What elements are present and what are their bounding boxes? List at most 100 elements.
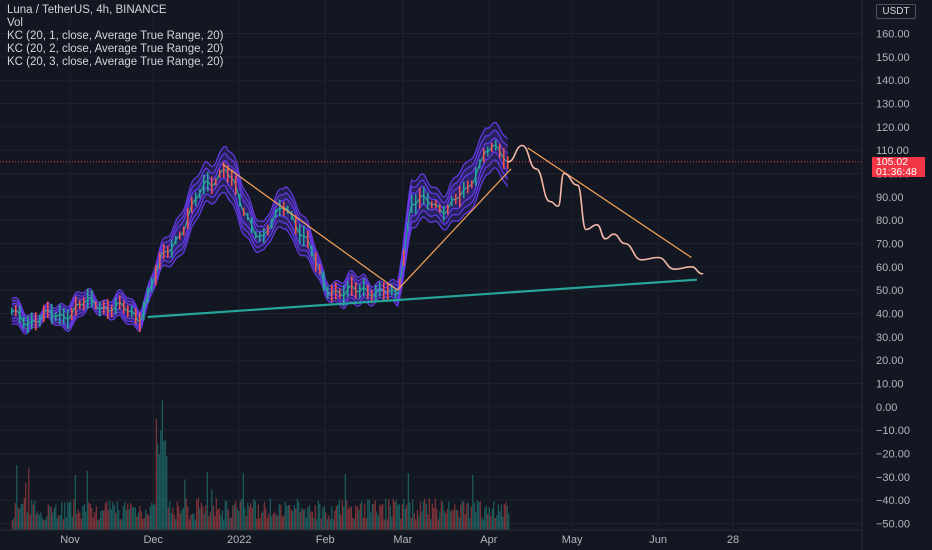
volume-bar bbox=[89, 504, 91, 530]
volume-bar bbox=[416, 509, 418, 530]
volume-bar bbox=[13, 517, 15, 530]
volume-bar bbox=[496, 515, 498, 530]
volume-bar bbox=[470, 506, 472, 530]
volume-bar bbox=[433, 507, 435, 530]
volume-bar bbox=[266, 517, 268, 530]
volume-bar bbox=[373, 504, 375, 530]
volume-bar bbox=[41, 517, 43, 530]
volume-bar bbox=[55, 504, 57, 530]
volume-bar bbox=[253, 499, 255, 530]
volume-histogram bbox=[11, 400, 510, 530]
volume-bar bbox=[379, 504, 381, 530]
volume-bar bbox=[484, 508, 486, 530]
volume-bar bbox=[362, 517, 364, 530]
volume-bar bbox=[191, 514, 193, 530]
volume-bar bbox=[293, 505, 295, 530]
x-tick-label: Apr bbox=[480, 534, 497, 546]
legend-volume[interactable]: Vol bbox=[7, 17, 23, 29]
volume-bar bbox=[229, 518, 231, 530]
volume-bar bbox=[179, 513, 181, 530]
volume-bar bbox=[236, 507, 238, 530]
volume-bar bbox=[22, 503, 24, 530]
volume-bar bbox=[323, 505, 325, 530]
volume-bar bbox=[271, 516, 273, 530]
volume-bar bbox=[263, 501, 265, 530]
volume-bar bbox=[262, 511, 264, 530]
trendline bbox=[527, 147, 692, 258]
volume-bar bbox=[37, 511, 39, 530]
volume-bar bbox=[410, 517, 412, 530]
volume-bar bbox=[349, 507, 351, 530]
legend-kc-2[interactable]: KC (20, 2, close, Average True Range, 20… bbox=[7, 43, 224, 55]
volume-bar bbox=[506, 505, 508, 530]
volume-bar bbox=[35, 514, 37, 530]
volume-bar bbox=[223, 519, 225, 530]
volume-bar bbox=[458, 517, 460, 530]
current-price: 105.02 bbox=[876, 156, 909, 168]
legend-kc-3[interactable]: KC (20, 3, close, Average True Range, 20… bbox=[7, 56, 224, 68]
volume-bar bbox=[203, 513, 205, 530]
y-tick-label: 10.00 bbox=[876, 379, 904, 391]
volume-bar bbox=[184, 479, 186, 530]
volume-bar bbox=[98, 519, 100, 530]
volume-bar bbox=[169, 501, 171, 530]
kc-band-upper bbox=[11, 121, 509, 318]
currency-selector[interactable]: USDT bbox=[876, 4, 916, 19]
volume-bar bbox=[148, 515, 150, 530]
volume-bar bbox=[14, 502, 16, 530]
legend-symbol[interactable]: Luna / TetherUS, 4h, BINANCE bbox=[7, 4, 167, 16]
volume-bar bbox=[473, 502, 475, 530]
volume-bar bbox=[457, 510, 459, 530]
volume-bar bbox=[401, 504, 403, 530]
volume-bar bbox=[368, 499, 370, 530]
volume-bar bbox=[344, 473, 346, 530]
volume-bar bbox=[173, 514, 175, 530]
volume-bar bbox=[206, 471, 208, 530]
volume-bar bbox=[11, 519, 13, 530]
volume-bar bbox=[280, 504, 282, 530]
legend-kc-1[interactable]: KC (20, 1, close, Average True Range, 20… bbox=[7, 30, 224, 42]
volume-bar bbox=[104, 503, 106, 530]
volume-bar bbox=[448, 501, 450, 530]
volume-bar bbox=[221, 510, 223, 530]
volume-bar bbox=[145, 509, 147, 530]
volume-bar bbox=[176, 501, 178, 530]
volume-bar bbox=[451, 509, 453, 530]
volume-bar bbox=[29, 514, 31, 530]
volume-bar bbox=[65, 517, 67, 530]
volume-bar bbox=[431, 503, 433, 530]
volume-bar bbox=[259, 518, 261, 530]
volume-bar bbox=[94, 512, 96, 530]
volume-bar bbox=[422, 501, 424, 530]
volume-bar bbox=[361, 501, 363, 530]
volume-bar bbox=[425, 503, 427, 530]
volume-bar bbox=[268, 513, 270, 530]
volume-bar bbox=[91, 508, 93, 530]
volume-bar bbox=[479, 501, 481, 530]
volume-bar bbox=[86, 471, 88, 530]
volume-bar bbox=[73, 498, 75, 530]
volume-bar bbox=[314, 505, 316, 530]
volume-bar bbox=[278, 504, 280, 530]
volume-bar bbox=[343, 506, 345, 530]
current-price-tag: 105.02 01:36:48 bbox=[872, 157, 925, 177]
volume-bar bbox=[332, 519, 334, 530]
volume-bar bbox=[185, 498, 187, 530]
volume-bar bbox=[133, 507, 135, 530]
volume-bar bbox=[302, 509, 304, 530]
volume-bar bbox=[211, 489, 213, 530]
volume-bar bbox=[244, 507, 246, 530]
volume-bar bbox=[383, 519, 385, 530]
volume-bar bbox=[40, 512, 42, 530]
volume-bar bbox=[101, 510, 103, 530]
volume-bar bbox=[389, 505, 391, 530]
support-trendline bbox=[147, 278, 697, 319]
volume-bar bbox=[292, 511, 294, 530]
volume-bar bbox=[127, 503, 129, 530]
volume-bar bbox=[56, 517, 58, 530]
volume-bar bbox=[247, 503, 249, 530]
volume-bar bbox=[290, 510, 292, 530]
volume-bar bbox=[413, 513, 415, 530]
volume-bar bbox=[197, 497, 199, 530]
